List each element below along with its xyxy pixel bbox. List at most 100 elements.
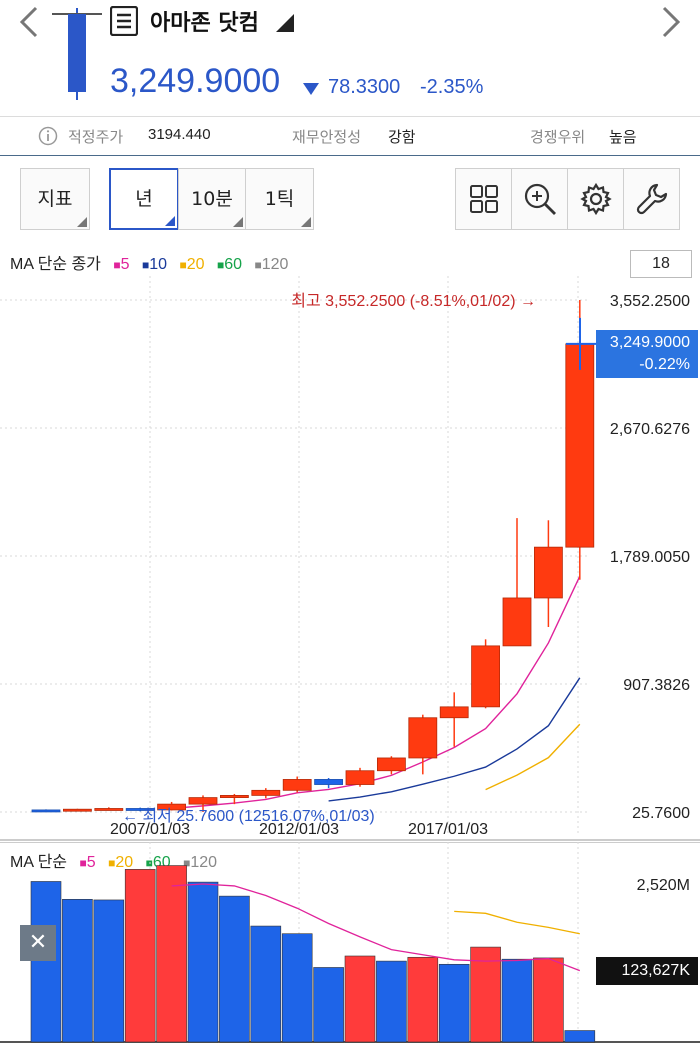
volume-bar xyxy=(62,899,93,1043)
y-axis-tick-label: 25.7600 xyxy=(632,805,690,822)
stock-menu-icon[interactable] xyxy=(110,6,138,36)
candle-body xyxy=(219,795,249,798)
dropdown-caret-icon[interactable] xyxy=(276,14,294,32)
candle-body xyxy=(94,808,124,811)
price-legend-title: MA 단순 종가 xyxy=(10,256,101,273)
x-axis-tick-label: 2007/01/03 xyxy=(110,821,190,838)
y-axis-tick-label: 1,789.0050 xyxy=(610,549,690,566)
period-10min-label: 10분 xyxy=(191,188,233,210)
vol-ma120-label: 120 xyxy=(190,854,218,871)
candle-body xyxy=(565,343,595,548)
price-candlestick-chart[interactable]: 3,552.2500 2,670.6276 1,789.0050 907.3826 25… xyxy=(0,276,700,842)
volume-bar xyxy=(470,946,501,1043)
vol-ma20-square-icon: ■ xyxy=(108,856,116,870)
y-axis-tick-label: 2,670.6276 xyxy=(610,421,690,438)
vol-ma120-square-icon: ■ xyxy=(183,856,191,870)
volume-bar-chart[interactable]: 2,520M xyxy=(0,842,700,1047)
stock-header: 아마존 닷컴 3,249.9000 78.3300 -2.35% xyxy=(0,0,700,116)
y-axis-tick-label: 3,552.2500 xyxy=(610,293,690,310)
settings-button[interactable] xyxy=(567,168,624,230)
x-axis-tick-label: 2012/01/03 xyxy=(259,821,339,838)
volume-bar xyxy=(564,1030,596,1043)
competitive-advantage-value: 높음 xyxy=(609,129,637,146)
price-change: 78.3300 xyxy=(328,76,401,98)
price-change-percent: -2.35% xyxy=(420,76,484,98)
high-price-annotation: 최고 3,552.2500 (-8.51%,01/02) → xyxy=(291,292,536,310)
ma20-square-icon: ■ xyxy=(179,258,187,272)
ma10-label: 10 xyxy=(149,256,167,273)
mini-candle-icon xyxy=(52,8,102,100)
x-axis-tick-label: 2017/01/03 xyxy=(408,821,488,838)
candle-body xyxy=(314,779,344,785)
volume-bar xyxy=(124,869,156,1043)
volume-bar xyxy=(93,899,125,1043)
next-stock-chevron-right-icon[interactable] xyxy=(656,4,686,40)
layout-button[interactable] xyxy=(455,168,512,230)
competitive-advantage-label: 경쟁우위 xyxy=(530,128,586,146)
volume-bar xyxy=(313,967,344,1043)
volume-bar xyxy=(219,895,250,1043)
candle-body xyxy=(534,546,563,599)
volume-bar xyxy=(438,963,470,1043)
period-year-button[interactable]: 년 xyxy=(109,168,179,230)
candle-body xyxy=(471,645,501,708)
current-price-tag-change: -0.22% xyxy=(639,356,690,373)
candle-body xyxy=(188,797,218,805)
ma5-line xyxy=(171,575,581,810)
candle-body xyxy=(31,809,61,813)
volume-ma20-line xyxy=(454,910,580,935)
ma10-square-icon: ■ xyxy=(141,258,150,272)
period-10min-button[interactable]: 10분 xyxy=(178,168,246,230)
period-count-input[interactable]: 18 xyxy=(630,250,692,278)
wrench-icon xyxy=(636,183,667,215)
grid-layout-icon xyxy=(469,185,498,213)
corner-triangle-icon xyxy=(165,216,175,226)
candle-body xyxy=(345,770,375,785)
previous-stock-chevron-left-icon[interactable] xyxy=(14,4,44,40)
ma60-label: 60 xyxy=(224,256,242,273)
volume-y-tick-label: 2,520M xyxy=(637,877,690,894)
volume-bar xyxy=(533,957,564,1043)
volume-bar xyxy=(376,960,407,1043)
stock-name[interactable]: 아마존 닷컴 xyxy=(150,11,259,36)
period-tick-button[interactable]: 1틱 xyxy=(245,168,314,230)
volume-bar xyxy=(407,956,439,1043)
ma5-square-icon: ■ xyxy=(113,258,121,272)
chart-toolbar: 지표 년 10분 1틱 xyxy=(0,156,700,244)
financial-stability-value: 강함 xyxy=(388,129,416,146)
financial-stability-label: 재무안정성 xyxy=(292,128,362,146)
ma60-square-icon: ■ xyxy=(216,258,225,272)
y-axis-tick-label: 907.3826 xyxy=(623,677,690,694)
volume-bar xyxy=(250,925,282,1043)
volume-bar xyxy=(344,955,376,1043)
indicator-button[interactable]: 지표 xyxy=(20,168,90,230)
volume-bar xyxy=(30,881,62,1043)
zoom-button[interactable] xyxy=(511,168,568,230)
gear-icon xyxy=(579,182,612,216)
volume-bar xyxy=(501,958,533,1043)
current-price: 3,249.9000 xyxy=(110,62,281,100)
candle-body xyxy=(502,597,532,647)
info-icon[interactable] xyxy=(38,126,58,146)
candle-body xyxy=(282,779,312,791)
price-ma-legend[interactable]: MA 단순 종가 ■5 ■10 ■20 ■60 ■120 xyxy=(10,250,288,274)
volume-ma5-line xyxy=(171,883,581,972)
period-tick-label: 1틱 xyxy=(264,188,295,210)
volume-bar xyxy=(187,881,219,1043)
fair-price-value: 3194.440 xyxy=(148,126,211,143)
tools-button[interactable] xyxy=(623,168,680,230)
candle-body xyxy=(439,706,469,719)
candle-body xyxy=(408,717,438,759)
close-indicator-close-icon[interactable]: ✕ xyxy=(20,925,56,961)
zoom-in-icon xyxy=(524,183,556,215)
ma20-line xyxy=(485,723,581,791)
volume-ma-legend[interactable]: MA 단순 ■5 ■20 ■60 ■120 xyxy=(10,848,217,872)
period-year-label: 년 xyxy=(135,188,153,210)
ma5-label: 5 xyxy=(120,256,130,273)
volume-legend-title: MA 단순 xyxy=(10,854,68,871)
candle-body xyxy=(251,789,281,796)
down-triangle-icon xyxy=(303,83,319,95)
fair-price-label: 적정주가 xyxy=(68,128,124,146)
candle-body xyxy=(376,757,406,772)
indicator-button-label: 지표 xyxy=(37,188,73,210)
